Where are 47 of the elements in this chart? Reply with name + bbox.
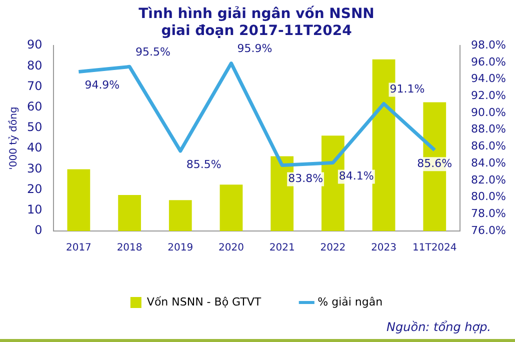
y-tick-label: 20 [26, 182, 42, 196]
y2-tick-label: 88.0% [471, 122, 506, 136]
y-tick-label: 0 [34, 223, 42, 238]
text: Nguồn: tổng hợp. [386, 320, 491, 334]
bar [118, 194, 141, 231]
y2-tick-label: 96.0% [471, 55, 506, 68]
y-tick-label: 80 [26, 58, 42, 72]
y2-tick-label: 86.0% [471, 140, 506, 153]
y-tick-label: 70 [26, 78, 42, 93]
y2-tick-label: 84.0% [471, 156, 506, 170]
data-label: 95.5% [136, 46, 170, 59]
bar [67, 169, 90, 231]
y-tick-label: 90 [26, 38, 42, 52]
y-tick-label: 30 [26, 161, 42, 176]
y-tick-label: 50 [26, 120, 42, 134]
y-tick-label: 60 [26, 100, 42, 114]
y2-tick-label: 92.0% [471, 89, 506, 102]
y2-tick-label: 98.0% [471, 38, 506, 52]
x-tick-label: 2023 [371, 242, 397, 254]
y-tick-label: 10 [26, 202, 42, 217]
data-label: 85.6% [417, 156, 452, 170]
y-tick-label: 40 [26, 140, 42, 155]
y2-tick-label: 82.0% [471, 173, 506, 186]
x-tick-label: 2019 [168, 242, 194, 254]
x-tick-label: 2017 [66, 242, 92, 254]
y2-tick-label: 80.0% [471, 190, 506, 204]
data-label: 95.9% [237, 42, 272, 56]
y-axis-title: '000 tỷ đồng [8, 106, 20, 170]
y2-tick-label: 78.0% [471, 207, 506, 220]
y2-tick-label: 90.0% [471, 106, 506, 119]
y2-tick-label: 76.0% [471, 224, 506, 237]
bar [220, 184, 243, 231]
legend-label: Vốn NSNN - Bộ GTVT [146, 295, 262, 308]
x-tick-label: 11T2024 [412, 242, 457, 254]
y2-tick-label: 94.0% [471, 72, 506, 86]
chart-title: Tình hình giải ngân vốn NSNN giai đoạn 2017-11T2024 [138, 5, 374, 39]
x-tick-label: 2021 [269, 242, 295, 254]
x-tick-label: 2022 [320, 242, 346, 254]
data-label: 94.9% [84, 78, 120, 92]
legend-label: % giải ngân [318, 295, 383, 308]
data-label: 84.1% [338, 170, 374, 183]
x-tick-label: 2020 [218, 242, 244, 254]
data-label: 85.5% [186, 158, 222, 171]
x-tick-label: 2018 [116, 242, 142, 254]
data-label: 91.1% [390, 82, 425, 96]
data-label: 83.8% [288, 172, 324, 186]
bar [168, 200, 192, 231]
